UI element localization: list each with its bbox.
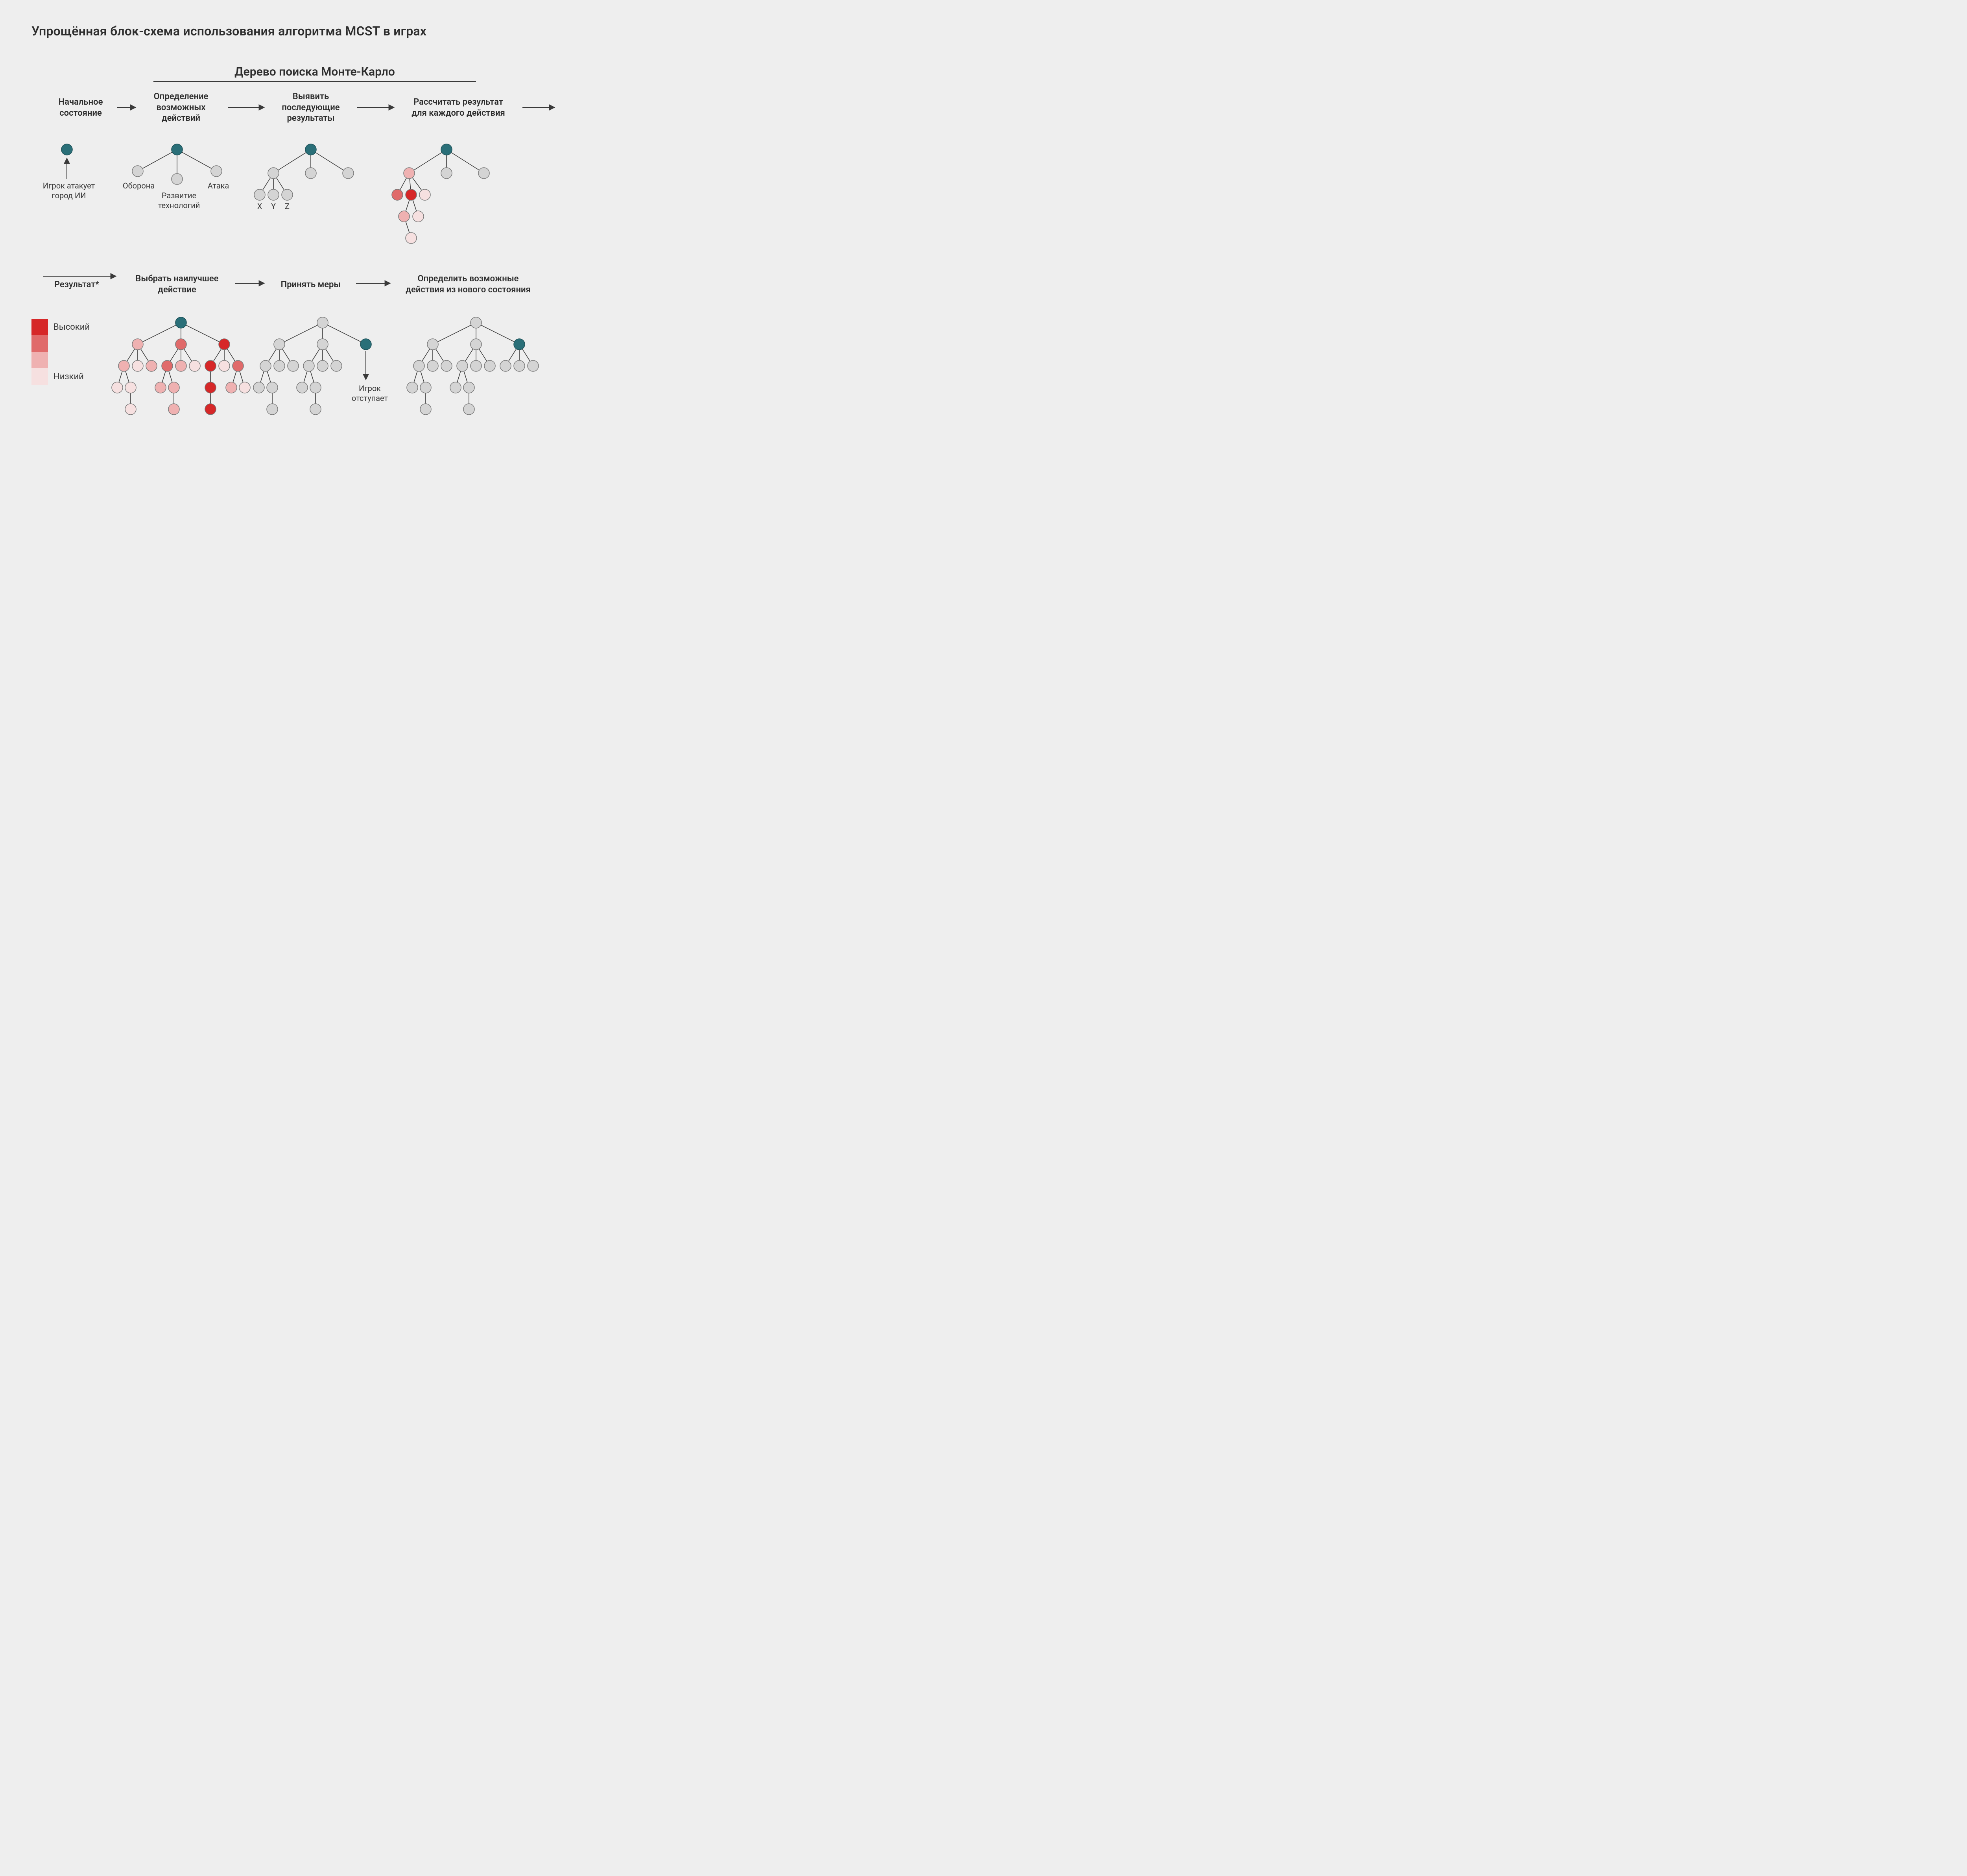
legend-label-high: Высокий: [54, 322, 90, 332]
legend-swatch-2: [31, 335, 48, 352]
annot-retreat: Игрок отступает: [346, 384, 393, 403]
legend-label-low: Низкий: [54, 372, 84, 382]
legend-swatch-4: [31, 368, 48, 385]
page-root: Упрощённая блок-схема использования алго…: [0, 0, 629, 468]
legend-row-3: [31, 352, 98, 368]
legend-swatch-3: [31, 352, 48, 368]
legend-swatch-1: [31, 319, 48, 335]
legend-row-low: Низкий: [31, 368, 98, 385]
legend: Высокий Низкий: [31, 319, 98, 385]
arrows-row2b: [0, 0, 629, 303]
tree-best: [110, 315, 252, 427]
legend-row-2: [31, 335, 98, 352]
tree-new-state: [405, 315, 547, 427]
legend-row-high: Высокий: [31, 319, 98, 335]
